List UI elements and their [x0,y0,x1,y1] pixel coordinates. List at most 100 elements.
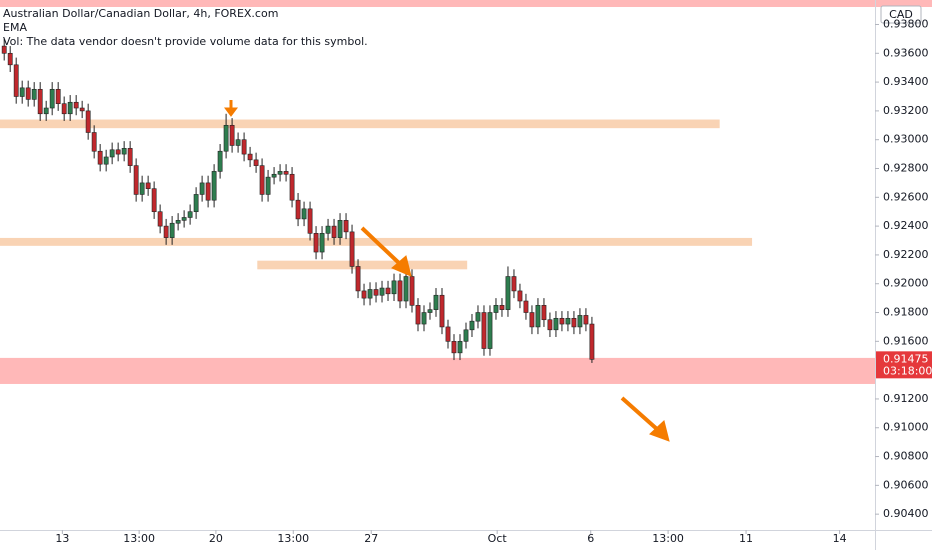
top-zone [0,0,932,7]
candle-body [253,159,259,166]
candle-body [331,225,337,238]
last-price-label: 0.91475 [883,352,929,365]
candle-body [55,88,61,104]
candles [1,38,595,363]
candle-body [487,312,493,349]
candle-body [115,149,121,155]
candle-body [157,211,163,227]
candle-body [313,233,319,253]
candle-body [187,211,193,218]
y-tick-label: 0.93200 [883,104,929,117]
candle-body [79,107,85,112]
zone [257,260,468,270]
x-tick-label: 13:00 [652,532,684,545]
candle-body [265,176,271,195]
candle-body [589,323,595,360]
chart-title: Australian Dollar/Canadian Dollar, 4h, F… [3,7,278,20]
candle-body [451,341,457,354]
candle-body [529,312,535,328]
y-tick-label: 0.90800 [883,450,929,463]
candle-body [85,110,91,133]
candle-body [97,150,103,165]
candle-body [415,305,421,325]
candle-body [439,294,445,328]
candle-body [235,139,241,146]
candle-body [535,305,541,328]
candle-body [169,222,175,238]
y-tick-label: 0.93400 [883,75,929,88]
candle-body [583,315,589,325]
candle-body [481,312,487,349]
y-tick-label: 0.90600 [883,478,929,491]
zone [0,119,720,129]
volume-note: Vol: The data vendor doesn't provide vol… [3,35,368,48]
candle-body [127,148,133,166]
candle-body [517,290,523,302]
candle-body [349,231,355,267]
y-tick-label: 0.91200 [883,392,929,405]
candle-body [217,150,223,172]
candle-body [49,88,55,109]
candle-body [433,294,439,310]
candle-body [229,124,235,146]
countdown-label: 03:18:00 [883,364,932,377]
currency-box[interactable] [880,5,922,24]
y-tick-label: 0.93800 [883,17,929,30]
candle-body [31,88,37,100]
arrow-head [224,107,238,117]
zone [0,357,875,384]
candle-body [547,319,553,331]
arrow-head [391,255,412,277]
candle-body [139,182,145,195]
indicator-label: EMA [3,21,27,34]
candle-body [511,276,517,292]
candle-body [361,290,367,299]
candle-body [277,171,283,175]
candle-body [163,225,169,238]
candle-body [181,217,187,221]
candle-body [463,329,469,342]
candle-body [469,320,475,331]
candle-body [397,280,403,302]
y-tick-label: 0.93600 [883,46,929,59]
candle-body [475,312,481,322]
y-tick-label: 0.92600 [883,190,929,203]
candle-body [109,149,115,158]
candle-body [295,199,301,220]
candle-body [307,208,313,234]
arrow [360,226,402,266]
x-tick-label: 13 [55,532,69,545]
candle-body [385,287,391,295]
candle-body [565,317,571,325]
y-tick-label: 0.92000 [883,277,929,290]
y-tick-label: 0.93000 [883,133,929,146]
candle-body [247,153,253,161]
candle-body [553,317,559,331]
candle-body [13,64,19,97]
x-tick-label: 13:00 [123,532,155,545]
candle-body [91,132,97,152]
y-tick-label: 0.91800 [883,306,929,319]
x-tick-label: 14 [833,532,847,545]
arrow [620,396,660,432]
y-tick-label: 0.92200 [883,248,929,261]
candle-body [121,148,127,155]
candle-body [37,88,43,115]
candle-body [67,101,73,115]
candle-body [61,103,67,115]
candle-body [343,220,349,233]
candle-body [427,309,433,313]
candle-body [271,173,277,178]
candle-body [559,317,565,325]
candle-body [199,182,205,195]
candle-body [571,317,577,328]
candle-body [145,182,151,189]
y-tick-label: 0.92800 [883,162,929,175]
candle-body [523,300,529,313]
last-price-box [876,351,932,379]
candle-body [499,305,505,310]
candle-body [325,225,331,234]
candle-body [421,312,427,325]
candle-body [301,208,307,220]
x-tick-label: 11 [739,532,753,545]
